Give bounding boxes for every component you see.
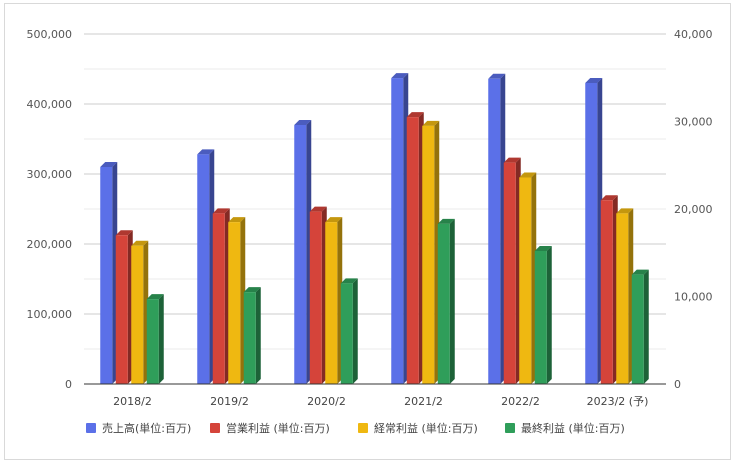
bar — [422, 120, 440, 384]
right-axis-tick-label: 10,000 — [674, 291, 713, 304]
left-axis-tick-label: 0 — [65, 378, 72, 391]
category-label: 2022/2 — [501, 395, 540, 408]
right-axis-tick-label: 0 — [674, 378, 681, 391]
legend-item: 経常利益 (単位:百万) — [358, 421, 478, 435]
legend-label: 営業利益 (単位:百万) — [226, 421, 330, 435]
legend-swatch — [358, 423, 368, 433]
bars — [100, 73, 649, 385]
right-axis-tick-label: 40,000 — [674, 28, 713, 41]
category-label: 2021/2 — [404, 395, 443, 408]
left-axis-tick-label: 200,000 — [27, 238, 73, 251]
bar — [100, 162, 118, 384]
legend-label: 最終利益 (単位:百万) — [521, 421, 625, 435]
left-axis-ticks: 0 100,000 200,000 300,000 400,000 500,000 — [27, 28, 73, 391]
bar — [243, 287, 261, 384]
legend: 売上高(単位:百万) 営業利益 (単位:百万) 経常利益 (単位:百万) 最終利益 (… — [86, 421, 625, 435]
legend-swatch — [86, 423, 96, 433]
bar — [503, 157, 521, 384]
bar — [600, 195, 618, 384]
bar — [631, 269, 649, 384]
legend-label: 経常利益 (単位:百万) — [374, 421, 478, 435]
bar — [131, 240, 149, 384]
bar — [309, 206, 327, 384]
category-label: 2020/2 — [307, 395, 346, 408]
bar — [212, 208, 230, 384]
legend-label: 売上高(単位:百万) — [102, 421, 191, 435]
category-label: 2018/2 — [113, 395, 152, 408]
bar — [616, 208, 634, 384]
bar — [228, 217, 246, 384]
bar — [340, 278, 358, 384]
bar — [534, 246, 552, 384]
legend-swatch — [210, 423, 220, 433]
bar — [488, 73, 506, 385]
bar — [406, 112, 424, 384]
legend-item: 営業利益 (単位:百万) — [210, 421, 330, 435]
legend-swatch — [505, 423, 515, 433]
bar — [391, 73, 409, 384]
left-axis-tick-label: 100,000 — [27, 308, 73, 321]
category-label: 2023/2 (予) — [587, 395, 649, 408]
bar — [115, 230, 133, 384]
left-axis-tick-label: 300,000 — [27, 168, 73, 181]
left-axis-tick-label: 500,000 — [27, 28, 73, 41]
legend-item: 最終利益 (単位:百万) — [505, 421, 625, 435]
right-axis-tick-label: 30,000 — [674, 116, 713, 129]
bar — [146, 294, 164, 384]
right-axis-tick-label: 20,000 — [674, 203, 713, 216]
left-axis-tick-label: 400,000 — [27, 98, 73, 111]
category-labels: 2018/2 2019/2 2020/2 2021/2 2022/2 2023/2 (予) — [113, 395, 648, 408]
bar — [519, 172, 537, 384]
legend-item: 売上高(単位:百万) — [86, 421, 191, 435]
bar — [325, 217, 343, 384]
bar — [294, 120, 312, 384]
category-label: 2019/2 — [210, 395, 249, 408]
bar — [197, 149, 215, 384]
bar — [437, 218, 455, 384]
grid-lines — [84, 33, 666, 350]
bar — [585, 78, 603, 384]
right-axis-ticks: 0 10,000 20,000 30,000 40,000 — [674, 28, 713, 391]
